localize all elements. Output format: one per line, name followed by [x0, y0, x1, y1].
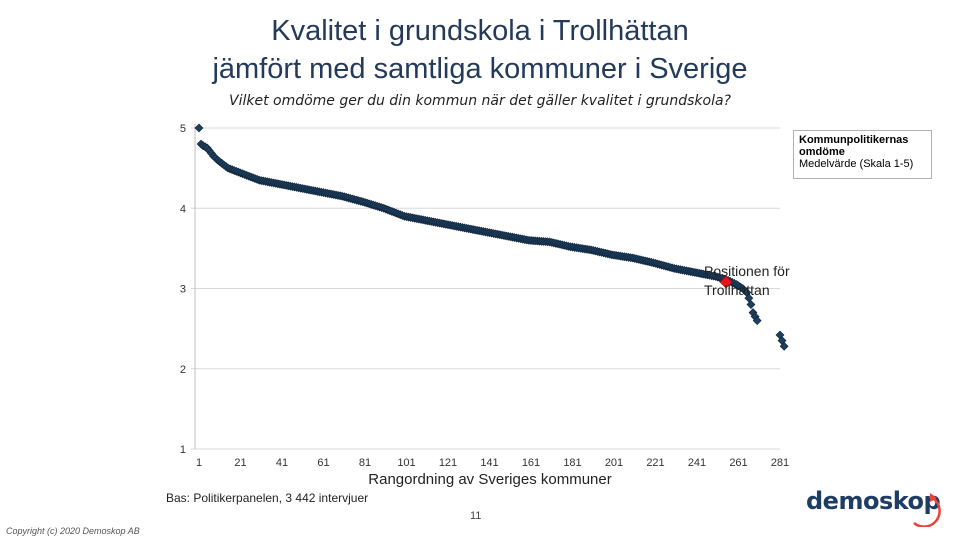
logo-text: demoskop: [806, 487, 941, 515]
y-tick-label: 3: [180, 284, 186, 296]
legend-subtitle: Medelvärde (Skala 1-5): [799, 158, 914, 170]
x-tick-label: 181: [563, 457, 581, 469]
data-point: [752, 316, 762, 326]
y-tick-label: 1: [180, 444, 186, 456]
x-tick-label: 161: [522, 457, 540, 469]
grid-layer: [191, 127, 780, 450]
legend-title-line2: omdöme: [799, 146, 845, 158]
x-tick-label: 21: [234, 457, 246, 469]
x-tick-label: 261: [729, 457, 747, 469]
x-tick-label: 201: [605, 457, 623, 469]
copyright-text: Copyright (c) 2020 Demoskop AB: [6, 526, 140, 536]
legend-box: Kommunpolitikernas omdöme Medelvärde (Sk…: [793, 130, 932, 179]
source-note: Bas: Politikerpanelen, 3 442 intervjuer: [166, 491, 369, 505]
x-tick-label: 81: [359, 457, 371, 469]
y-tick-label: 4: [180, 203, 186, 215]
annotation-line2: Trollhättan: [704, 282, 770, 298]
data-point: [744, 293, 754, 303]
data-point: [194, 123, 204, 133]
data-point: [746, 300, 756, 309]
trollhattan-annotation: Positionen för Trollhättan: [704, 262, 814, 300]
x-tick-label: 221: [646, 457, 664, 469]
chart-title-line2: jämfört med samtliga kommuner i Sverige: [212, 53, 748, 85]
x-tick-label: 241: [688, 457, 706, 469]
y-tick-label: 2: [180, 364, 186, 376]
x-tick-label: 281: [771, 457, 789, 469]
trollhattan-point: [719, 275, 733, 289]
x-tick-label: 101: [397, 457, 415, 469]
highlight-layer: [719, 275, 733, 289]
x-tick-label: 121: [439, 457, 457, 469]
x-tick-label: 141: [480, 457, 498, 469]
x-tick-label: 41: [276, 457, 288, 469]
annotation-line1: Positionen för: [704, 263, 790, 279]
y-tick-label: 5: [180, 123, 186, 135]
page-number: 11: [470, 510, 482, 522]
logo-arc-icon: [913, 493, 941, 527]
data-point-outlier: [779, 341, 789, 351]
chart-subtitle: Vilket omdöme ger du din kommun när det …: [229, 93, 731, 109]
x-axis-label: Rangordning av Sveriges kommuner: [368, 471, 612, 488]
chart-title-line1: Kvalitet i grundskola i Trollhättan: [271, 15, 689, 47]
chart-title: Kvalitet i grundskola i Trollhättan jämf…: [0, 12, 960, 88]
x-tick-label: 61: [317, 457, 329, 469]
demoskop-logo: demoskop: [806, 487, 946, 527]
legend-title-line1: Kommunpolitikernas: [799, 134, 909, 146]
x-tick-label: 1: [196, 457, 202, 469]
points-layer: [194, 123, 789, 351]
